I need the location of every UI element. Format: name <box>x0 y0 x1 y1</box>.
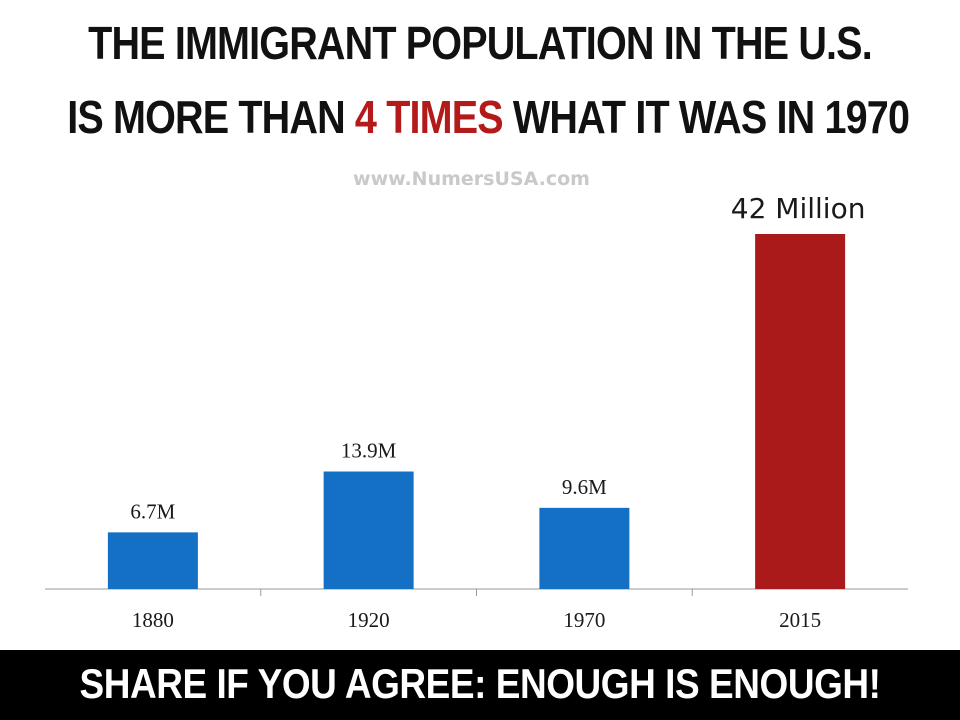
footer-call-to-action: SHARE IF YOU AGREE: ENOUGH IS ENOUGH! <box>79 660 881 707</box>
x-tick-label-1880: 1880 <box>132 608 174 632</box>
data-label-1880: 6.7M <box>130 499 175 523</box>
footer-banner: SHARE IF YOU AGREE: ENOUGH IS ENOUGH! <box>0 650 960 720</box>
watermark-url: www.NumersUSA.com <box>353 168 590 190</box>
headline-line-1: THE IMMIGRANT POPULATION IN THE U.S. <box>88 17 873 69</box>
headline-line-2-end: WHAT IT WAS IN 1970 <box>502 91 910 143</box>
data-label-1970: 9.6M <box>562 475 607 499</box>
bar-chart: 6.7M 1880 13.9M 1920 9.6M 1970 42 Million 2015 <box>45 192 908 632</box>
x-tick-label-1920: 1920 <box>348 608 390 632</box>
bar-1920 <box>323 471 414 589</box>
data-label-1920: 13.9M <box>341 439 397 463</box>
headline-line-2-start: IS MORE THAN <box>67 91 355 143</box>
headline-line-2: IS MORE THAN 4 TIMES WHAT IT WAS IN 1970 <box>67 90 910 144</box>
bar-1880 <box>107 532 198 589</box>
x-tick-label-1970: 1970 <box>563 608 605 632</box>
bar-1970 <box>539 507 630 589</box>
x-tick-label-2015: 2015 <box>779 608 821 632</box>
bar-2015 <box>755 234 846 589</box>
headline-accent: 4 TIMES <box>354 91 504 143</box>
data-label-2015: 42 Million <box>731 192 866 225</box>
